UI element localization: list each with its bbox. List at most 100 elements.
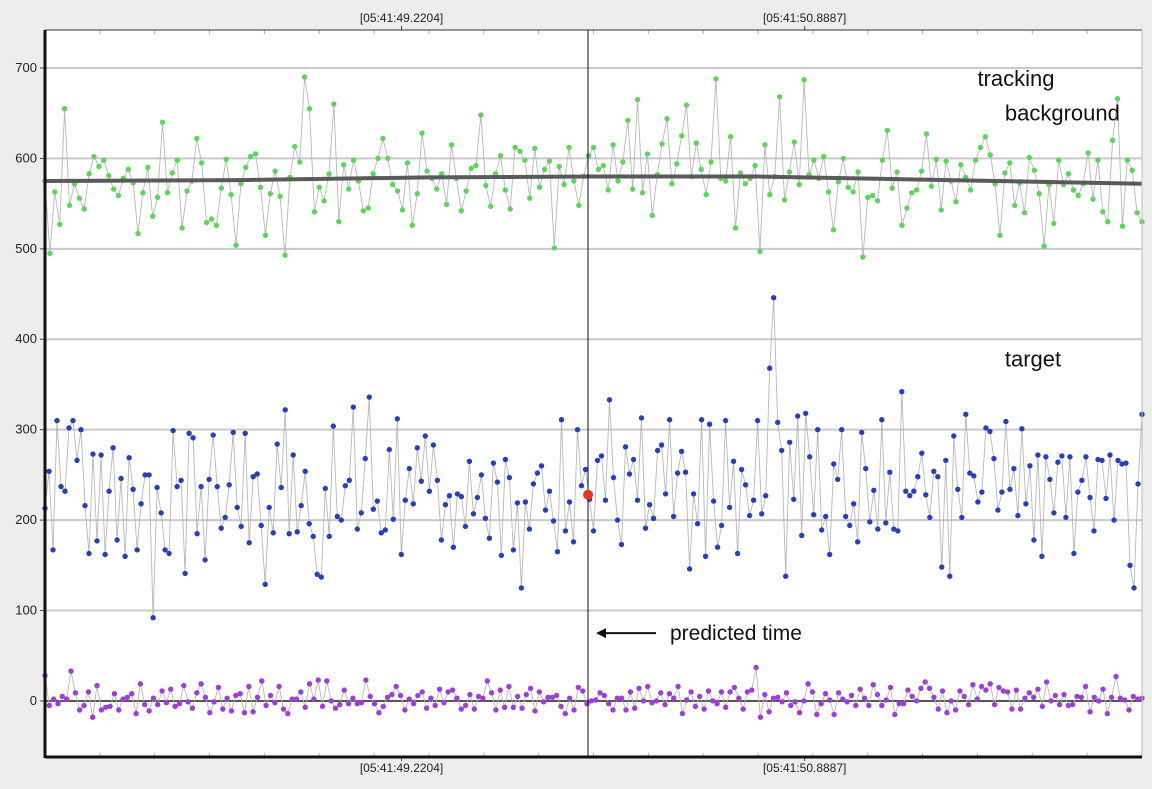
target-point — [638, 415, 645, 421]
target-point — [550, 518, 557, 524]
target-point — [722, 417, 729, 424]
background-point — [978, 683, 985, 690]
target-point — [666, 417, 673, 423]
background-point — [501, 704, 508, 710]
background-point — [302, 704, 308, 710]
target-point — [494, 479, 501, 485]
background-point — [311, 696, 317, 702]
tracking-point — [1105, 219, 1111, 225]
background-point — [658, 690, 664, 696]
tracking-point — [345, 186, 352, 192]
background-point — [436, 686, 443, 692]
background-point — [697, 693, 703, 700]
tracking-point — [52, 189, 58, 195]
background-point — [857, 686, 863, 692]
background-point — [549, 694, 555, 700]
background-point — [250, 709, 256, 715]
target-point — [442, 502, 449, 508]
tracking-point — [649, 212, 655, 219]
background-point — [991, 701, 998, 708]
background-point — [675, 683, 681, 690]
target-point — [987, 428, 993, 435]
tracking-point — [796, 181, 802, 188]
target-point — [843, 513, 849, 520]
target-point — [266, 504, 272, 511]
target-point — [1055, 459, 1061, 465]
background-point — [410, 701, 417, 707]
background-point — [580, 688, 586, 694]
target-point — [831, 461, 837, 467]
background-point — [68, 668, 74, 674]
tracking-point — [556, 163, 562, 170]
target-point — [110, 445, 116, 451]
tracking-point — [683, 102, 690, 108]
target-point — [1103, 495, 1109, 502]
target-point — [887, 469, 893, 475]
target-point — [1075, 489, 1081, 495]
tracking-point — [546, 158, 553, 164]
tracking-point — [967, 187, 974, 193]
background-point — [324, 678, 330, 684]
target-point — [358, 510, 364, 516]
tracking-point — [316, 184, 322, 190]
target-point — [318, 574, 324, 580]
background-point — [428, 695, 434, 701]
background-point — [1043, 679, 1050, 685]
background-point — [801, 698, 807, 704]
tracking-point — [399, 207, 406, 213]
tracking-point — [791, 139, 797, 145]
background-point — [610, 707, 616, 713]
background-point — [818, 701, 824, 707]
background-point — [285, 710, 291, 717]
target-point — [614, 517, 621, 523]
tracking-point — [439, 171, 445, 177]
tracking-point — [590, 144, 597, 151]
target-point — [226, 482, 232, 488]
background-point — [1035, 686, 1041, 692]
target-point — [783, 573, 789, 579]
target-point — [254, 471, 260, 477]
tracking-point — [904, 205, 910, 211]
tracking-point — [375, 155, 381, 162]
y-tick-label-200: 200 — [15, 512, 37, 527]
background-point — [397, 692, 404, 699]
background-point — [510, 704, 516, 710]
background-point — [280, 706, 287, 712]
background-point — [883, 697, 889, 703]
y-tick-label-300: 300 — [15, 422, 37, 437]
target-point — [1059, 453, 1065, 459]
background-point — [740, 706, 746, 712]
background-point — [788, 702, 794, 709]
target-point — [787, 439, 793, 445]
background-point — [1074, 693, 1080, 700]
background-point — [493, 707, 499, 713]
tracking-point — [301, 74, 308, 80]
target-point — [538, 463, 545, 469]
target-point — [158, 510, 164, 516]
background-point — [306, 681, 313, 687]
tracking-point — [512, 144, 518, 151]
tracking-point — [57, 221, 63, 228]
background-point — [1078, 694, 1085, 700]
tracking-point — [1002, 170, 1008, 176]
target-point — [66, 425, 72, 431]
tracking-point — [483, 182, 489, 189]
background-point — [753, 664, 759, 671]
background-point — [1130, 693, 1137, 700]
target-point — [122, 553, 128, 559]
tracking-point — [257, 184, 264, 190]
background-point — [627, 689, 634, 695]
target-point — [1039, 553, 1045, 559]
target-point — [438, 537, 445, 543]
background-point — [952, 707, 959, 713]
background-point — [688, 689, 694, 695]
tracking-point — [644, 151, 651, 157]
background-point — [749, 687, 755, 693]
tracking-point — [850, 189, 856, 195]
target-point — [654, 447, 661, 454]
target-point — [78, 427, 84, 433]
target-point — [931, 468, 937, 474]
tracking-point — [742, 181, 748, 187]
background-point — [1135, 696, 1141, 702]
tracking-point — [762, 142, 768, 148]
